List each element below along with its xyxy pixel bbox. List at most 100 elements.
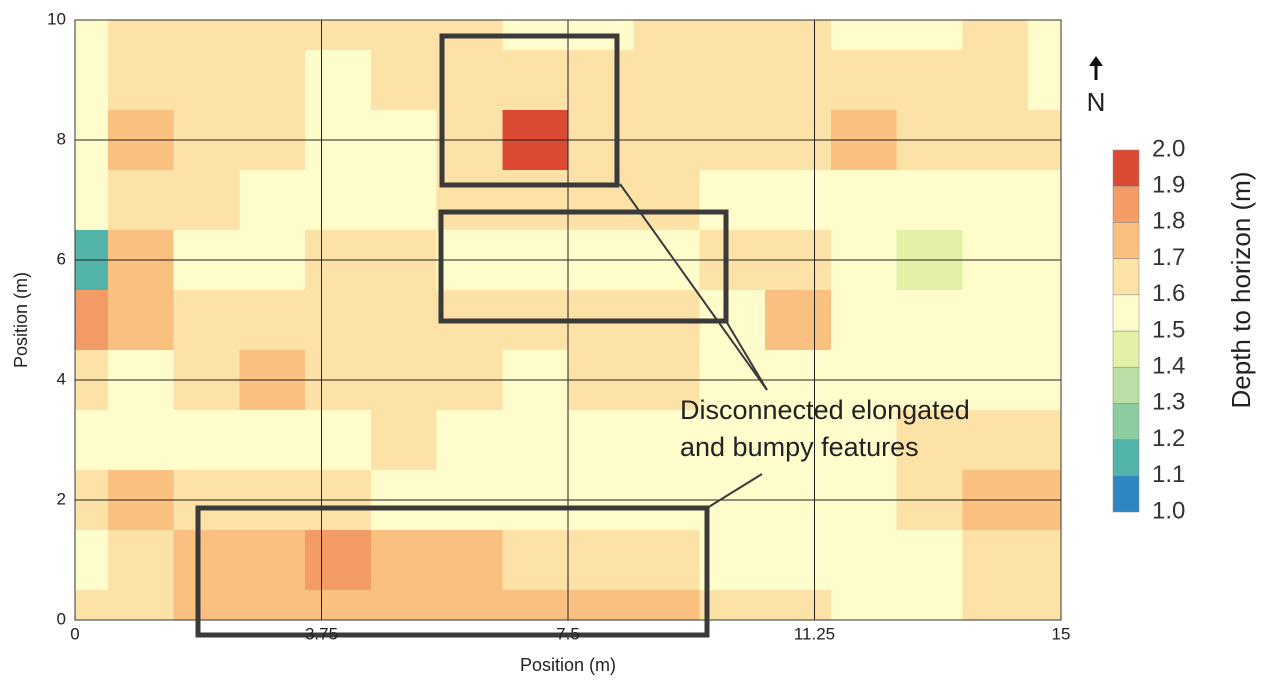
contour-cell xyxy=(75,20,108,50)
colorbar-tick-label: 1.4 xyxy=(1152,353,1185,380)
contour-cell xyxy=(765,50,831,110)
contour-cell xyxy=(502,170,568,230)
contour-cell xyxy=(436,170,503,230)
x-tick-label: 3.75 xyxy=(305,624,338,643)
annotation: and bumpy features xyxy=(680,432,919,462)
colorbar-block xyxy=(1112,439,1140,477)
contour-cell xyxy=(107,20,174,50)
contour-cell xyxy=(173,590,240,620)
contour-cell xyxy=(75,170,108,230)
contour-cell xyxy=(830,50,897,110)
contour-cell xyxy=(107,170,174,230)
contour-cell xyxy=(107,530,174,590)
leader-line xyxy=(619,183,768,391)
contour-cell xyxy=(305,590,371,620)
contour-cell xyxy=(75,530,108,590)
contour-cell xyxy=(699,170,766,230)
contour-cell xyxy=(1028,20,1061,50)
contour-cell xyxy=(239,20,306,50)
contour-cell xyxy=(699,410,766,470)
contour-cell xyxy=(765,290,831,350)
annotation-box xyxy=(438,209,729,324)
contour-cell xyxy=(699,20,766,50)
contour-cell xyxy=(962,170,1029,230)
contour-cell xyxy=(370,590,437,620)
contour-cell xyxy=(568,170,634,230)
annotation-boxes xyxy=(195,33,768,638)
contour-cell xyxy=(107,410,174,470)
contour-cell xyxy=(75,590,108,620)
contour-cell xyxy=(173,50,240,110)
contour-cell xyxy=(830,20,897,50)
contour-cell xyxy=(173,410,240,470)
annotation-box xyxy=(439,33,620,188)
contour-cell xyxy=(75,290,108,350)
colorbar-block xyxy=(1112,149,1140,187)
contour-cell xyxy=(173,290,240,350)
contour-cell xyxy=(1028,170,1061,230)
contour-cell xyxy=(107,290,174,350)
contour-cell xyxy=(370,410,437,470)
contour-cell xyxy=(896,290,963,350)
contour-cell xyxy=(830,170,897,230)
contour-cell xyxy=(173,20,240,50)
contour-cell xyxy=(502,530,568,590)
annotation: Disconnected elongated xyxy=(680,395,970,425)
contour-cell xyxy=(633,50,700,110)
contour-cell xyxy=(765,530,831,590)
contour-cell xyxy=(765,170,831,230)
contour-cell xyxy=(633,20,700,50)
colorbar-block xyxy=(1112,185,1140,223)
colorbar-block xyxy=(1112,258,1140,296)
contour-cell xyxy=(75,50,108,110)
contour-cell xyxy=(765,590,831,620)
contour-cell xyxy=(107,590,174,620)
x-tick-label: 15 xyxy=(1052,624,1071,643)
contour-cell xyxy=(370,50,437,110)
contour-cell xyxy=(830,290,897,350)
contour-cell xyxy=(633,530,700,590)
contour-cell xyxy=(568,410,634,470)
contour-cell xyxy=(239,290,306,350)
contour-cell xyxy=(239,590,306,620)
contour-cell xyxy=(436,590,503,620)
contour-cell xyxy=(830,410,897,470)
contour-cell xyxy=(962,530,1029,590)
north-label: N xyxy=(1087,87,1106,117)
contour-cell xyxy=(896,170,963,230)
colorbar-label: Depth to horizon (m) xyxy=(1226,172,1256,409)
contour-cell xyxy=(633,410,700,470)
contour-cell xyxy=(173,530,240,590)
contour-cell xyxy=(896,530,963,590)
contour-cell xyxy=(436,410,503,470)
contour-cell xyxy=(305,170,371,230)
contour-cell xyxy=(239,410,306,470)
contour-cell xyxy=(1028,410,1061,470)
colorbar-tick-label: 1.5 xyxy=(1152,316,1185,343)
y-tick-label: 6 xyxy=(57,249,66,268)
contour-cell xyxy=(107,50,174,110)
y-tick-label: 2 xyxy=(57,489,66,508)
y-tick-label: 10 xyxy=(47,9,66,28)
plot-frame xyxy=(74,19,1062,621)
contour-cell xyxy=(830,590,897,620)
north-arrow-head xyxy=(1089,56,1103,66)
colorbar-tick-label: 1.3 xyxy=(1152,389,1185,416)
contour-cell xyxy=(568,590,634,620)
contour-cell xyxy=(896,20,963,50)
contour-cell xyxy=(633,590,700,620)
contour-cell xyxy=(1028,530,1061,590)
colorbar-block xyxy=(1112,330,1140,368)
x-tick-label: 0 xyxy=(70,624,79,643)
contour-cell xyxy=(173,170,240,230)
contour-cell xyxy=(305,410,371,470)
y-tick-label: 0 xyxy=(57,609,66,628)
colorbar-tick-label: 2.0 xyxy=(1152,135,1185,162)
contour-cell xyxy=(568,50,634,110)
contour-cell xyxy=(305,530,371,590)
colorbar-block xyxy=(1112,222,1140,259)
contour-cell xyxy=(370,290,437,350)
colorbar-tick-label: 1.1 xyxy=(1152,461,1185,488)
